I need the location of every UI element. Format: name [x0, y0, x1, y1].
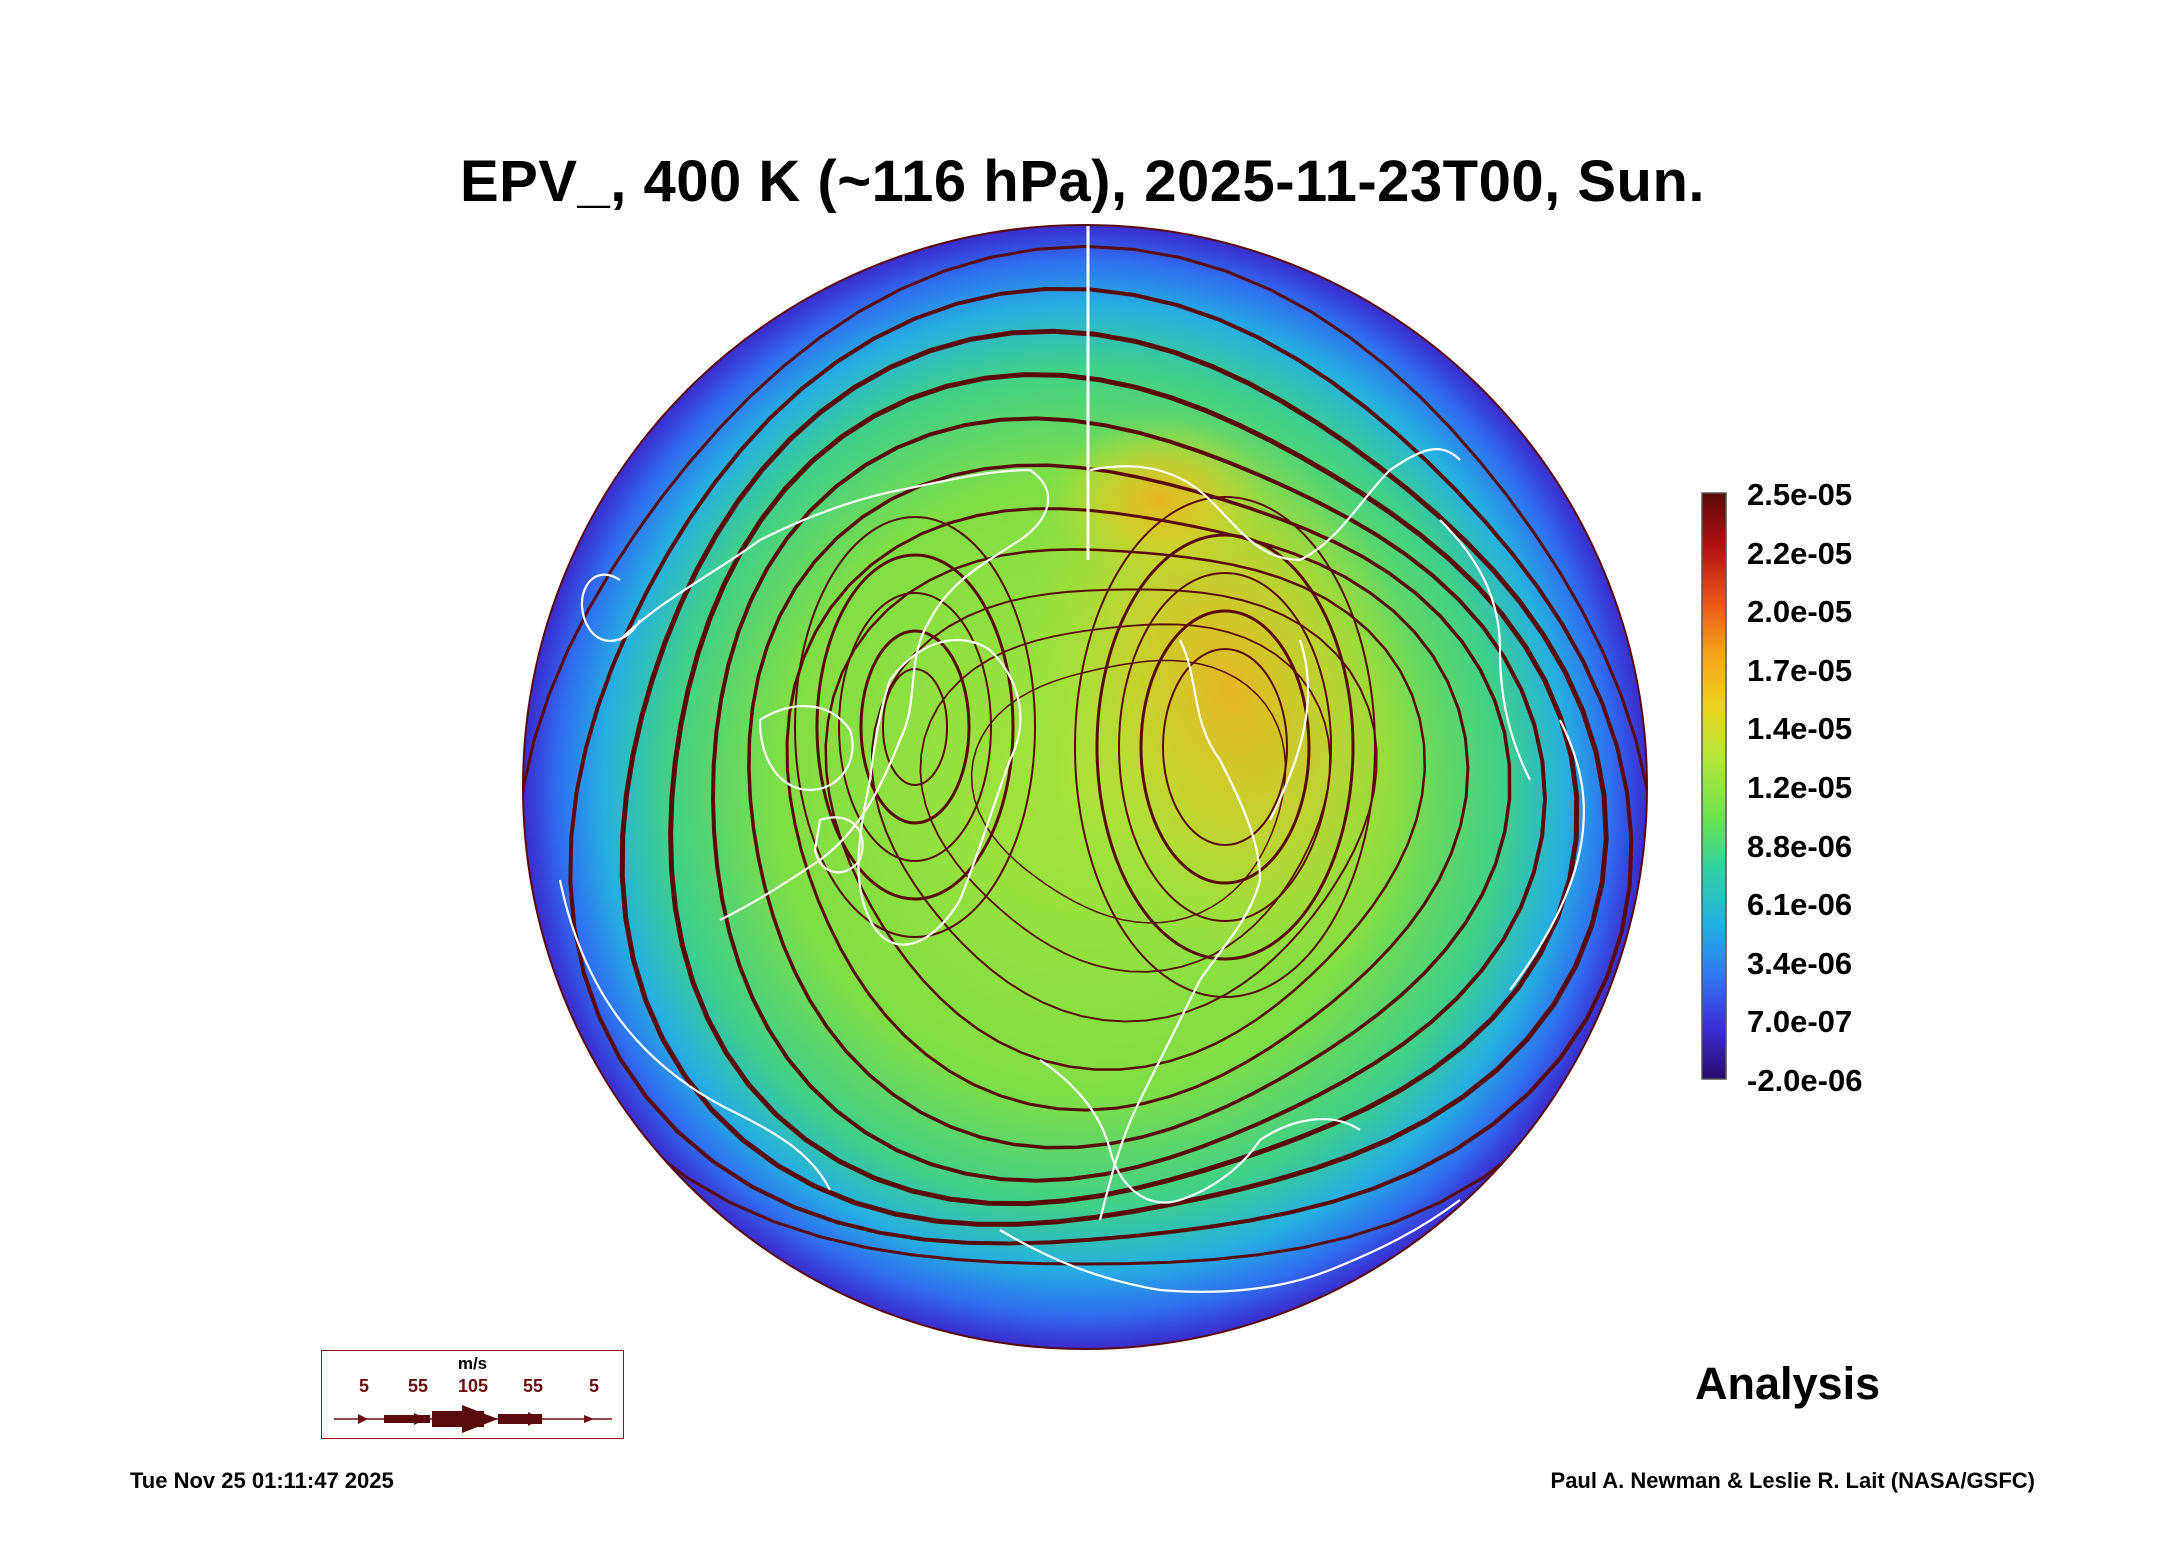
- colorbar-tick-label: 2.0e-05: [1747, 594, 1853, 630]
- colorbar-tick-label: 1.4e-05: [1747, 711, 1853, 747]
- coastline-africa-north: [999, 1199, 1461, 1293]
- colorbar-tick-label: 2.5e-05: [1747, 477, 1853, 512]
- streamline-eddy: [1139, 609, 1311, 885]
- wind-tick-label: 5: [358, 1376, 370, 1396]
- analysis-label: Analysis: [1695, 1358, 1881, 1409]
- colorbar-tick-label: 8.8e-06: [1747, 828, 1853, 864]
- coastline-greenland: [857, 638, 1022, 946]
- coastline-asia-east: [1439, 519, 1586, 991]
- streamline: [919, 623, 1331, 973]
- coastline-alaska: [580, 573, 641, 642]
- colorbar-tick-label: 3.4e-06: [1747, 945, 1853, 981]
- colorbar-tick-label: 1.7e-05: [1747, 652, 1853, 688]
- colorbar-tick-label: 1.2e-05: [1747, 770, 1853, 805]
- streamline-eddy: [838, 592, 992, 862]
- coastline-europe: [1039, 1059, 1361, 1204]
- colorbar-tick-label: -2.0e-06: [1747, 1063, 1863, 1098]
- streamline-eddy: [1162, 648, 1288, 846]
- map-border: [522, 224, 1648, 1350]
- streamline-eddy: [859, 629, 971, 825]
- streamline: [710, 416, 1547, 1183]
- streamline-eddy: [1074, 496, 1376, 998]
- wind-tick-label: 5: [588, 1376, 600, 1396]
- coastline-north-america: [619, 468, 1050, 921]
- wind-tick-label: 55: [407, 1376, 429, 1396]
- colorbar: [1701, 492, 1727, 1080]
- streamline: [785, 507, 1470, 1112]
- wind-speed-legend: m/s 5 55 105 55 5: [321, 1350, 624, 1439]
- coastline-eurasia: [1089, 448, 1461, 1221]
- streamline: [568, 286, 1634, 1246]
- map-title: EPV_, 400 K (~116 hPa), 2025-11-23T00, S…: [459, 149, 1706, 214]
- wind-tick-label: 55: [522, 1376, 544, 1396]
- streamline: [824, 548, 1427, 1071]
- coastline-pacific-americas: [558, 879, 831, 1191]
- streamline-eddy: [815, 553, 1015, 901]
- timestamp: Tue Nov 25 01:11:47 2025: [130, 1468, 394, 1493]
- colorbar-tick-label: 7.0e-07: [1747, 1004, 1853, 1040]
- streamline-eddy: [1095, 533, 1355, 961]
- colorbar-tick-label: 2.2e-05: [1747, 535, 1853, 571]
- streamline: [747, 463, 1512, 1150]
- wind-tick-label: 105: [457, 1376, 489, 1396]
- wind-unit-label: m/s: [457, 1354, 488, 1373]
- streamline-eddy: [794, 516, 1036, 938]
- credit: Paul A. Newman & Leslie R. Lait (NASA/GS…: [1550, 1468, 2035, 1493]
- coastlines: [558, 448, 1586, 1293]
- streamline-eddy: [1118, 572, 1332, 922]
- coastline-arctic-islands: [758, 704, 864, 874]
- colorbar-tick-label: 6.1e-06: [1747, 887, 1853, 923]
- streamline: [668, 372, 1580, 1207]
- wind-arrow-scale: [334, 1405, 612, 1433]
- streamline: [619, 328, 1609, 1227]
- wind-streamlines: [523, 244, 1647, 1266]
- streamline: [970, 659, 1287, 924]
- high-pv-region-north: [1050, 420, 1270, 580]
